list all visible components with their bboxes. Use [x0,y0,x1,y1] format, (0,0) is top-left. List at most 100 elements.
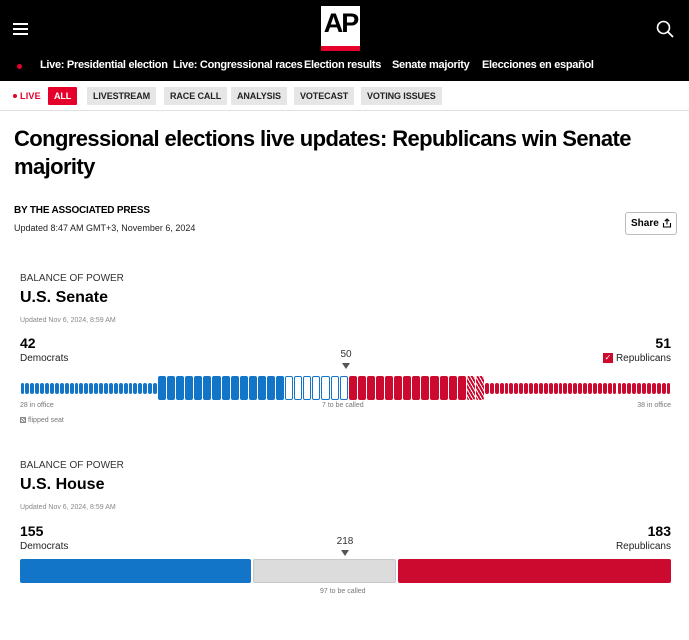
seat-uncalled [294,376,303,400]
seat-democrat [25,382,30,394]
seat-republican [607,382,612,394]
nav-item-congressional[interactable]: Live: Congressional races [173,59,303,71]
seat-democrat [194,376,203,400]
seat-republican [489,382,494,394]
house-balance-of-power: BALANCE OF POWER U.S. House Updated Nov … [20,457,671,607]
seat-republican [568,382,573,394]
top-nav: Live: Presidential election Live: Congre… [0,57,689,75]
filter-chip-livestream[interactable]: LIVESTREAM [87,87,157,105]
seat-republican [524,382,529,394]
seat-democrat [79,382,84,394]
seat-republican [632,382,637,394]
nav-item-results[interactable]: Election results [304,59,382,71]
seat-democrat [40,382,45,394]
updated-timestamp: Updated 8:47 AM GMT+3, November 6, 2024 [14,223,196,233]
seat-democrat [203,376,212,400]
search-icon[interactable] [656,20,674,38]
seat-republican [622,382,627,394]
house-dem-label: Democrats [20,541,69,552]
house-bar-uncalled [252,559,397,583]
majority-marker-icon [342,363,350,369]
seat-democrat [108,382,113,394]
seat-democrat [276,376,285,400]
top-bar: AP Live: Presidential election Live: Con… [0,0,689,81]
senate-rep-count: 51 [655,335,671,351]
seat-democrat [49,382,54,394]
share-button[interactable]: Share [625,212,677,235]
winner-check-icon: ✓ [602,353,613,364]
seat-democrat [89,382,94,394]
share-label: Share [631,218,659,229]
seat-democrat [257,376,266,400]
seat-republican [548,382,553,394]
flipped-seat-label: flipped seat [28,417,64,424]
seat-republican [519,382,524,394]
house-majority-number: 218 [336,536,354,547]
live-label: LIVE [20,91,41,101]
menu-icon[interactable] [13,23,28,35]
seat-democrat [176,376,185,400]
filter-bar: LIVE ALL LIVESTREAM RACE CALL ANALYSIS V… [0,81,689,111]
seat-democrat [20,382,25,394]
seat-republican [509,382,514,394]
seat-uncalled [312,376,321,400]
flipped-seat-icon [20,417,26,424]
seat-republican [553,382,558,394]
seat-republican [642,382,646,394]
nav-item-senate-majority[interactable]: Senate majority [392,59,470,71]
seat-republican [412,376,421,400]
seat-republican [656,382,661,394]
seat-republican [661,382,666,394]
filter-chip-all[interactable]: ALL [48,87,78,105]
seat-republican [602,382,607,394]
ap-logo[interactable]: AP [321,6,360,51]
senate-dem-in-office: 28 in office [20,402,54,409]
seat-democrat [248,376,257,400]
seat-republican [421,376,430,400]
senate-to-be-called: 7 to be called [322,402,364,409]
seat-republican [573,382,578,394]
filter-chip-analysis[interactable]: ANALYSIS [231,87,287,105]
seat-republican [583,382,588,394]
page-title: Congressional elections live updates: Re… [14,126,631,179]
seat-democrat [138,382,143,394]
seat-democrat [94,382,99,394]
nav-item-presidential[interactable]: Live: Presidential election [40,59,168,71]
seat-republican [529,382,534,394]
seat-republican [592,382,597,394]
seat-democrat [157,376,167,400]
seat-republican [612,382,617,394]
seat-democrat [103,382,108,394]
seat-republican [439,376,448,400]
filter-chip-race-call[interactable]: RACE CALL [164,87,228,105]
nav-item-espanol[interactable]: Elecciones en español [482,59,594,71]
seat-democrat [99,382,103,394]
senate-title: U.S. Senate [20,289,109,306]
senate-rep-label-wrap: ✓ Republicans [602,353,671,364]
seat-republican [348,376,357,400]
seat-democrat [239,376,248,400]
seat-republican [366,376,375,400]
seat-democrat [69,382,74,394]
seat-democrat [54,382,59,394]
filter-chip-voting-issues[interactable]: VOTING ISSUES [361,87,442,105]
seat-democrat [212,376,221,400]
seat-democrat [84,382,89,394]
filter-chip-votecast[interactable]: VOTECAST [294,87,355,105]
house-seat-bar [20,559,671,583]
house-title: U.S. House [20,476,105,493]
seat-republican [385,376,394,400]
seat-republican [499,382,504,394]
seat-republican [494,382,499,394]
seat-democrat [118,382,123,394]
seat-democrat [230,376,239,400]
seat-democrat [153,382,157,394]
seat-republican [578,382,583,394]
senate-balance-of-power: BALANCE OF POWER U.S. Senate Updated Nov… [20,270,671,430]
seat-democrat [45,382,49,394]
seat-democrat [221,376,230,400]
seat-democrat [128,382,133,394]
seat-republican [543,382,548,394]
house-bar-republicans [398,559,671,583]
seat-uncalled [339,376,348,400]
